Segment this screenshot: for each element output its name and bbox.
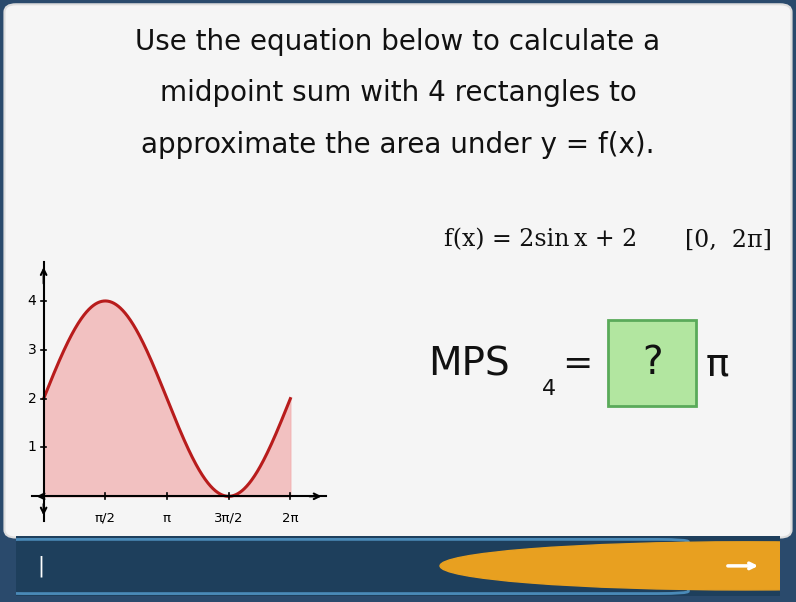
FancyBboxPatch shape: [608, 320, 696, 406]
Text: =: =: [562, 347, 593, 381]
FancyBboxPatch shape: [5, 4, 791, 538]
Text: f(x) = 2sin x + 2: f(x) = 2sin x + 2: [444, 228, 637, 252]
Text: π/2: π/2: [95, 512, 115, 525]
FancyBboxPatch shape: [0, 539, 689, 594]
Text: 4: 4: [541, 379, 556, 399]
Text: |: |: [37, 555, 45, 577]
Text: ?: ?: [642, 344, 662, 382]
Circle shape: [440, 542, 796, 590]
Text: 1: 1: [28, 441, 37, 455]
Text: 2: 2: [28, 392, 37, 406]
Text: 2π: 2π: [282, 512, 298, 525]
Text: 4: 4: [28, 294, 37, 308]
Text: π: π: [706, 345, 729, 383]
Text: approximate the area under y = f(x).: approximate the area under y = f(x).: [141, 131, 655, 159]
Text: [0,  2π]: [0, 2π]: [685, 228, 771, 252]
Text: Use the equation below to calculate a: Use the equation below to calculate a: [135, 28, 661, 55]
Text: midpoint sum with 4 rectangles to: midpoint sum with 4 rectangles to: [160, 79, 636, 107]
Text: 3π/2: 3π/2: [214, 512, 244, 525]
Text: π: π: [163, 512, 171, 525]
Text: 3: 3: [28, 343, 37, 357]
Text: MPS: MPS: [428, 345, 510, 383]
